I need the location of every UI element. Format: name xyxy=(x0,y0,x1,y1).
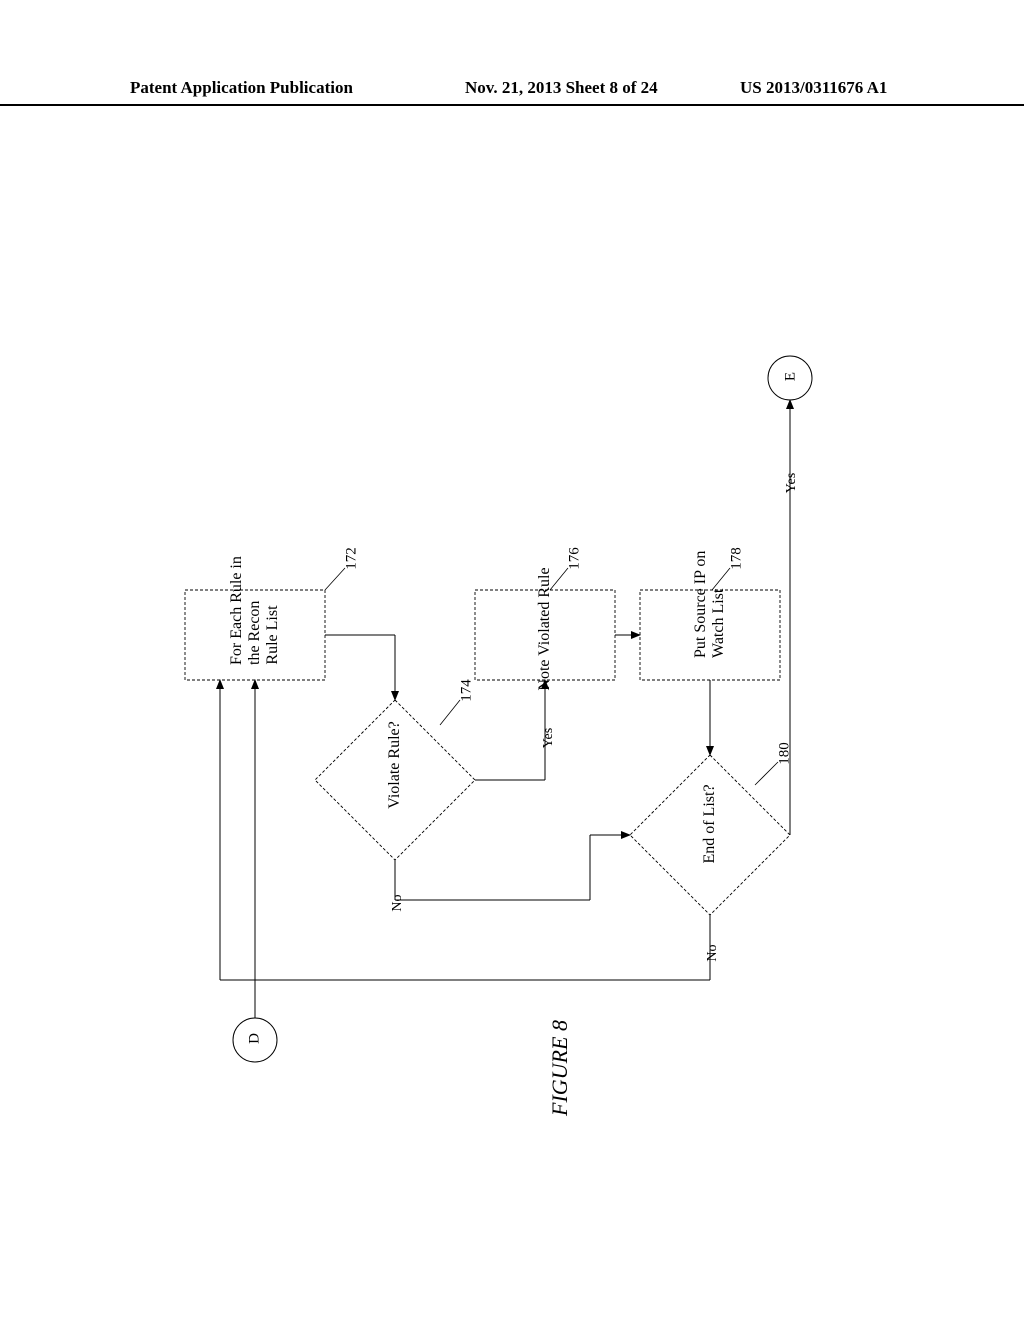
dec-violate-text: Violate Rule? xyxy=(386,715,404,815)
header-right: US 2013/0311676 A1 xyxy=(740,78,887,98)
ref-178: 178 xyxy=(729,544,746,574)
flowchart: For Each Rule in the Recon Rule List Vio… xyxy=(130,200,890,1100)
ref-172: 172 xyxy=(344,544,361,574)
connector-e: E xyxy=(783,367,800,387)
page: Patent Application Publication Nov. 21, … xyxy=(0,0,1024,1320)
label-yes-1: Yes xyxy=(541,723,557,753)
box-watch-text: Put Source IP on Watch List xyxy=(692,598,728,658)
label-no-2: No xyxy=(705,938,721,968)
connector-d: D xyxy=(247,1029,264,1049)
ref-180: 180 xyxy=(777,739,794,769)
box-rules-text: For Each Rule in the Recon Rule List xyxy=(228,605,282,665)
page-header: Patent Application Publication Nov. 21, … xyxy=(0,78,1024,106)
header-left: Patent Application Publication xyxy=(130,78,353,98)
label-yes-2: Yes xyxy=(784,468,800,498)
dec-end-text: End of List? xyxy=(701,779,719,869)
box-note-text: Note Violated Rule xyxy=(536,564,554,694)
header-mid: Nov. 21, 2013 Sheet 8 of 24 xyxy=(465,78,658,98)
ref-174: 174 xyxy=(459,676,476,706)
label-no-1: No xyxy=(390,888,406,918)
figure-caption: FIGURE 8 xyxy=(547,1008,573,1128)
ref-176: 176 xyxy=(567,544,584,574)
